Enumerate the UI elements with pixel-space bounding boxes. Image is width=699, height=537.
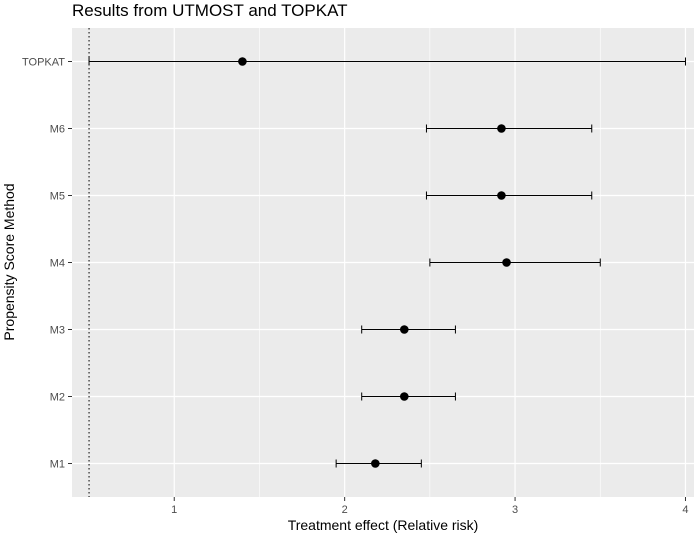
y-tick-label: M5	[50, 191, 65, 203]
y-tick-label: M4	[50, 258, 65, 270]
y-axis-title: Propensity Score Method	[1, 183, 17, 340]
estimate-point	[502, 258, 511, 267]
x-tick-label: 2	[342, 504, 348, 516]
estimate-point	[400, 392, 409, 401]
x-tick-label: 3	[512, 504, 518, 516]
x-axis-title: Treatment effect (Relative risk)	[288, 517, 479, 533]
data-marks	[88, 57, 686, 468]
estimate-point	[371, 459, 380, 468]
y-tick-label: M1	[50, 459, 65, 471]
x-tick-label: 4	[682, 504, 688, 516]
estimate-point	[497, 191, 506, 200]
chart-title: Results from UTMOST and TOPKAT	[72, 1, 348, 20]
estimate-point	[497, 124, 506, 133]
estimate-point	[400, 325, 409, 334]
y-tick-label: M6	[50, 124, 65, 136]
x-tick-label: 1	[171, 504, 177, 516]
estimate-point	[238, 57, 247, 66]
axis-ticks: 1 2 3 4 TOPKAT M6 M5 M4 M3 M2 M1	[22, 57, 689, 517]
y-tick-label: M2	[50, 392, 65, 404]
y-tick-label: M3	[50, 325, 65, 337]
y-tick-label: TOPKAT	[22, 57, 65, 69]
